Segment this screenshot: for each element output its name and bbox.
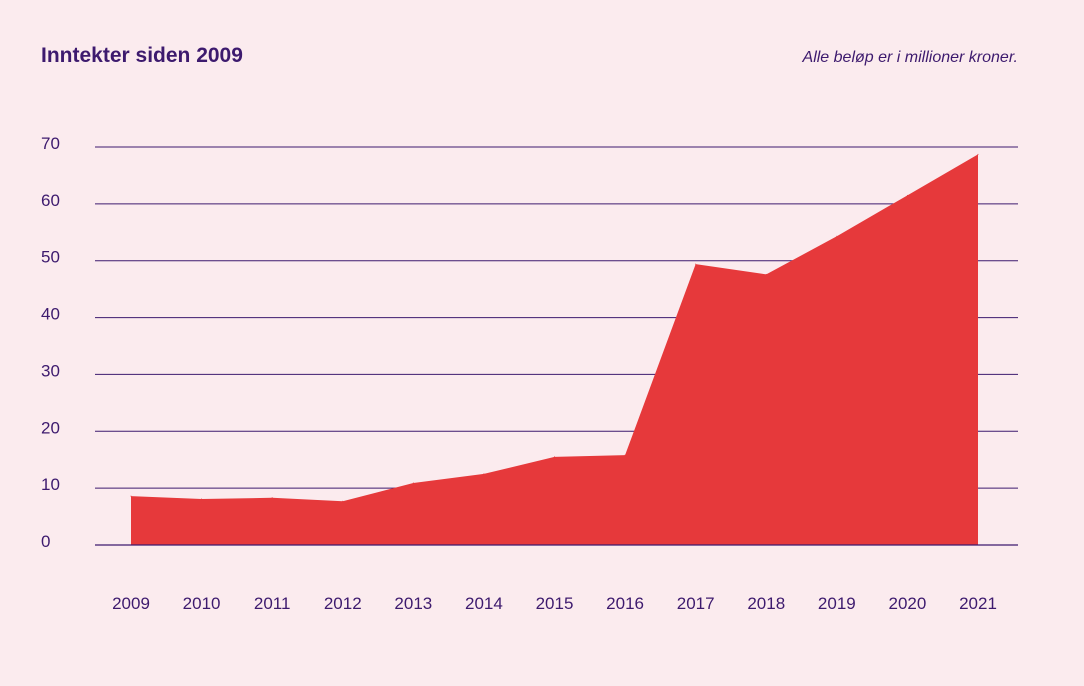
y-tick-label: 20 <box>41 418 60 437</box>
x-tick-label: 2012 <box>324 594 362 613</box>
y-tick-label: 40 <box>41 305 60 324</box>
x-tick-label: 2020 <box>889 594 927 613</box>
data-point <box>836 235 838 237</box>
y-tick-label: 30 <box>41 361 60 380</box>
data-point <box>695 263 697 265</box>
y-tick-label: 0 <box>41 532 50 551</box>
y-tick-label: 70 <box>41 134 60 153</box>
x-tick-label: 2021 <box>959 594 997 613</box>
data-point <box>977 153 979 155</box>
y-tick-label: 10 <box>41 475 60 494</box>
x-tick-label: 2016 <box>606 594 644 613</box>
y-tick-label: 60 <box>41 191 60 210</box>
x-tick-label: 2019 <box>818 594 856 613</box>
x-tick-label: 2011 <box>254 594 291 613</box>
x-tick-label: 2017 <box>677 594 715 613</box>
revenue-area <box>131 154 978 546</box>
data-point <box>271 497 273 499</box>
x-tick-label: 2010 <box>183 594 221 613</box>
data-point <box>483 473 485 475</box>
chart-note: Alle beløp er i millioner kroner. <box>802 49 1018 66</box>
data-point <box>765 273 767 275</box>
data-point <box>624 454 626 456</box>
data-point <box>342 500 344 502</box>
x-tick-label: 2014 <box>465 594 503 613</box>
data-point <box>554 456 555 458</box>
data-point <box>130 495 132 497</box>
x-tick-label: 2013 <box>394 594 432 613</box>
chart-title: Inntekter siden 2009 <box>41 44 243 67</box>
x-tick-label: 2015 <box>536 594 574 613</box>
data-point <box>906 194 908 196</box>
data-point <box>201 498 203 500</box>
x-tick-label: 2009 <box>112 594 150 613</box>
data-point <box>412 482 414 484</box>
y-tick-label: 50 <box>41 248 60 267</box>
x-tick-label: 2018 <box>747 594 785 613</box>
